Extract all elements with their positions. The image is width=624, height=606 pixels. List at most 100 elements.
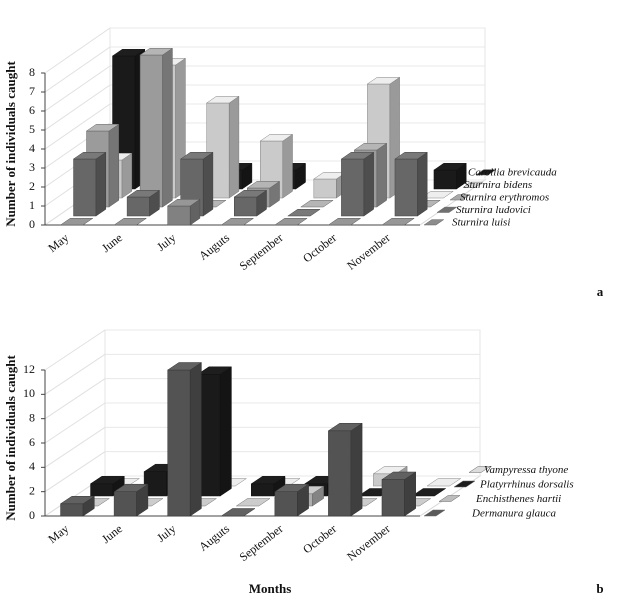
bar-front <box>90 483 114 497</box>
bar-top <box>286 209 321 217</box>
bar <box>126 189 161 217</box>
grid-line <box>44 65 111 112</box>
bar-side <box>95 151 107 217</box>
bar-front <box>167 369 191 517</box>
bar <box>113 218 148 226</box>
legend-label: Sturnira erythromos <box>460 192 549 204</box>
bar-top <box>366 77 401 85</box>
bar-side <box>417 151 428 217</box>
grid-line <box>44 27 111 74</box>
bar-top <box>273 218 308 226</box>
bar-top <box>196 366 233 375</box>
bar <box>411 488 447 497</box>
bar <box>299 200 334 208</box>
bar-front <box>126 196 150 217</box>
y-tick-label: 8 <box>29 410 35 424</box>
y-tick-label: 5 <box>29 122 35 136</box>
bar-top <box>353 143 388 151</box>
bar <box>196 366 233 497</box>
bar-top <box>89 476 126 485</box>
bar-top <box>273 483 310 492</box>
bar-top <box>327 423 363 432</box>
y-axis-title: Number of individuals caught <box>3 355 18 521</box>
bar-side <box>228 95 240 199</box>
legend-label: Dermanura glauca <box>471 508 557 520</box>
x-tick-label: September <box>237 521 286 564</box>
y-tick-label: 1 <box>29 198 35 212</box>
bar-side <box>202 151 214 217</box>
panel-label: b <box>596 581 603 596</box>
x-tick-label: May <box>45 230 71 255</box>
bar-side <box>108 123 120 208</box>
bar <box>394 151 429 217</box>
legend-swatch <box>453 480 476 488</box>
bar-top <box>205 96 240 104</box>
y-tick-label: 12 <box>23 362 35 376</box>
bar-top <box>381 471 417 480</box>
legend-swatch <box>468 466 491 473</box>
x-tick-label: May <box>45 521 71 546</box>
legend-label: Platyrrhinus dorsalis <box>479 479 574 491</box>
x-tick-label: September <box>237 230 286 273</box>
y-tick-label: 3 <box>29 160 35 174</box>
y-tick-label: 0 <box>29 217 35 231</box>
bar-top <box>59 218 94 226</box>
bar-front <box>274 491 298 517</box>
bar-front <box>139 54 163 208</box>
bar-front <box>341 158 365 217</box>
bar-top <box>433 163 468 171</box>
bar <box>340 151 375 217</box>
bar-top <box>381 218 416 226</box>
bar-side <box>189 362 202 517</box>
bar <box>381 471 417 517</box>
bar-front <box>113 491 137 517</box>
grid-line <box>44 84 111 131</box>
bar <box>220 218 255 226</box>
legend-swatch <box>423 219 445 226</box>
bar <box>89 475 126 497</box>
bar <box>72 151 107 217</box>
bar-top <box>126 190 161 198</box>
bar-top <box>340 152 375 160</box>
grid-line <box>44 426 106 468</box>
legend-swatch <box>423 509 446 517</box>
panel-label: a <box>597 284 604 299</box>
bar-top <box>85 124 120 132</box>
bar-front <box>234 196 257 217</box>
x-tick-label: November <box>344 521 393 563</box>
legend-swatch <box>436 206 458 213</box>
x-tick-label: Auguts <box>196 521 232 554</box>
bar-front <box>381 479 405 517</box>
legend-label: Sturnira luisi <box>452 217 510 229</box>
x-tick-label: July <box>154 230 178 253</box>
bar <box>59 495 96 517</box>
bar <box>139 47 174 208</box>
bar-front <box>60 503 84 517</box>
bar-side <box>162 47 173 208</box>
bar <box>233 189 268 217</box>
grid-line <box>44 103 111 150</box>
bar-front <box>313 178 337 199</box>
bar-top <box>246 181 281 189</box>
y-tick-label: 4 <box>29 459 35 473</box>
x-tick-label: July <box>154 521 178 544</box>
x-tick-label: June <box>99 521 125 546</box>
bar-top <box>235 498 271 507</box>
bar <box>433 162 468 190</box>
bar-top <box>420 191 455 199</box>
y-axis-title: Number of individuals caught <box>3 61 18 227</box>
grid-line <box>44 329 106 371</box>
grid-line <box>44 46 111 93</box>
bar <box>286 209 321 217</box>
x-tick-label: June <box>99 230 125 255</box>
bar-top <box>111 49 146 57</box>
bar-front <box>73 158 97 217</box>
bar-front <box>251 483 274 497</box>
bar-top <box>220 508 256 517</box>
legend-swatch <box>438 495 461 502</box>
bar-top <box>179 152 214 160</box>
bar-side <box>121 152 133 199</box>
y-tick-label: 2 <box>29 179 35 193</box>
bar <box>166 198 201 226</box>
